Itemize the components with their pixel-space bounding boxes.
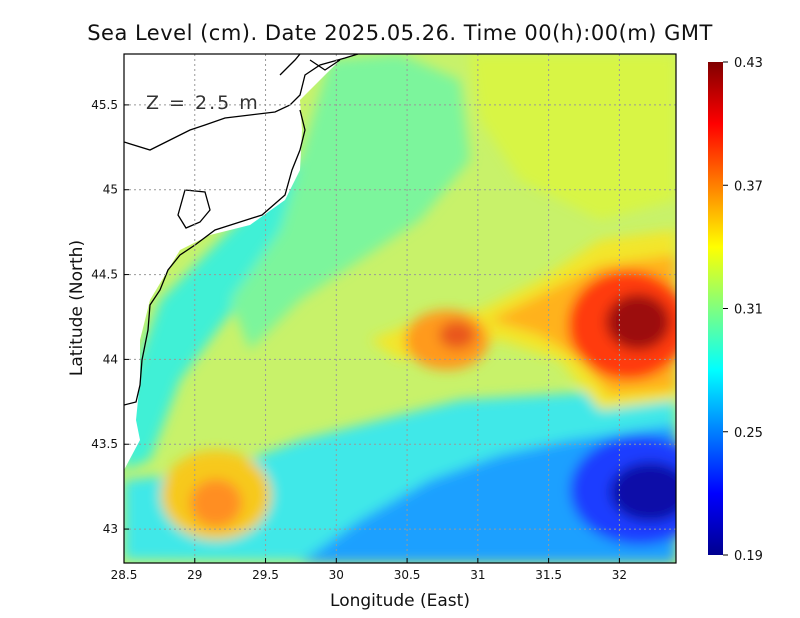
y-tick-label: 43.5 (91, 437, 118, 451)
x-tick-label: 32 (612, 568, 627, 582)
north-east-yellow (470, 54, 676, 220)
x-tick-label: 28.5 (111, 568, 138, 582)
coastline (124, 54, 359, 406)
grid-lines (124, 54, 676, 563)
y-axis-ticks: 43 43.5 44 44.5 45 45.5 (91, 98, 129, 536)
x-tick-label: 31.5 (535, 568, 562, 582)
x-tick-label: 29 (187, 568, 202, 582)
colorbar-gradient (708, 62, 723, 555)
x-tick-label: 31 (470, 568, 485, 582)
y-tick-label: 44.5 (91, 268, 118, 282)
x-tick-label: 30 (329, 568, 344, 582)
x-axis-label: Longitude (East) (330, 591, 470, 611)
depth-annotation: Z = 2.5 m (146, 92, 260, 114)
plot-area (124, 54, 676, 563)
y-tick-label: 43 (103, 522, 118, 536)
y-tick-label: 45 (103, 183, 118, 197)
land-mass (124, 54, 358, 470)
x-tick-label: 29.5 (252, 568, 279, 582)
x-axis-ticks: 28.5 29 29.5 30 30.5 31 31.5 32 (111, 558, 627, 582)
central-eddy-core (439, 321, 475, 349)
colorbar-tick-label: 0.37 (734, 179, 763, 194)
colorbar-ticks: 0.19 0.25 0.31 0.37 0.43 (723, 56, 763, 564)
x-tick-label: 30.5 (394, 568, 421, 582)
plot-frame (123, 53, 677, 564)
y-tick-label: 44 (103, 352, 118, 366)
colorbar-tick-label: 0.19 (734, 549, 763, 564)
chart-title: Sea Level (cm). Date 2025.05.26. Time 00… (87, 21, 713, 45)
colorbar-tick-label: 0.31 (734, 303, 763, 318)
south-east-minimum-core (610, 462, 676, 522)
colorbar: 0.19 0.25 0.31 0.37 0.43 (708, 56, 763, 564)
y-tick-label: 45.5 (91, 98, 118, 112)
y-axis-label: Latitude (North) (67, 240, 87, 376)
central-green-band (230, 54, 470, 350)
colorbar-tick-label: 0.43 (734, 56, 763, 71)
south-west-eddy-core (190, 479, 242, 527)
colorbar-tick-label: 0.25 (734, 426, 763, 441)
eastern-maximum-core (606, 294, 670, 350)
